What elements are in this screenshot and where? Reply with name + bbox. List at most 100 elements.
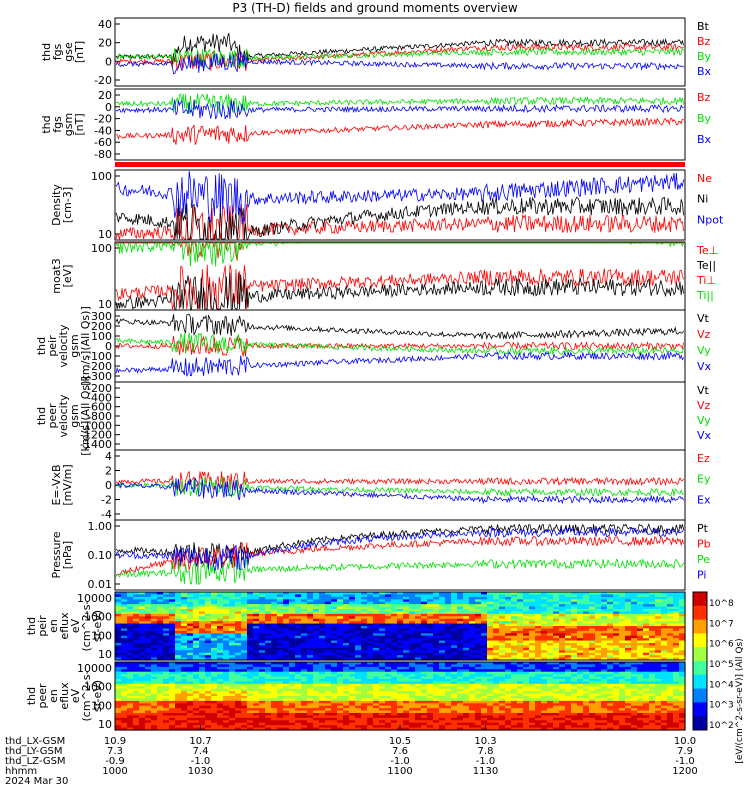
heatmap-cell <box>487 708 494 712</box>
heatmap-cell <box>283 640 290 644</box>
heatmap-cell <box>259 713 266 717</box>
heatmap-cell <box>343 700 350 704</box>
heatmap-cell <box>337 604 344 608</box>
y-axis-label: eV <box>69 618 82 633</box>
heatmap-cell <box>319 604 326 608</box>
heatmap-cell <box>127 606 134 610</box>
heatmap-cell <box>547 717 554 721</box>
heatmap-cell <box>277 618 284 622</box>
heatmap-cell <box>655 611 662 615</box>
heatmap-cell <box>637 633 644 637</box>
heatmap-cell <box>229 676 236 680</box>
heatmap-cell <box>145 655 152 659</box>
heatmap-cell <box>259 700 266 704</box>
heatmap-cell <box>559 604 566 608</box>
heatmap-cell <box>223 594 230 598</box>
heatmap-cell <box>457 688 464 692</box>
heatmap-cell <box>151 621 158 625</box>
heatmap-cell <box>349 700 356 704</box>
heatmap-cell <box>511 705 518 709</box>
heatmap-cell <box>565 674 572 678</box>
heatmap-cell <box>169 727 176 731</box>
y-axis-label: eflux <box>58 612 71 640</box>
heatmap-cell <box>289 715 296 719</box>
heatmap-cell <box>265 640 272 644</box>
heatmap-cell <box>385 601 392 605</box>
heatmap-cell <box>235 696 242 700</box>
heatmap-cell <box>517 708 524 712</box>
heatmap-cell <box>439 630 446 634</box>
heatmap-cell <box>349 643 356 647</box>
heatmap-cell <box>499 623 506 627</box>
heatmap-cell <box>409 652 416 656</box>
heatmap-cell <box>115 710 122 714</box>
heatmap-cell <box>589 645 596 649</box>
heatmap-cell <box>283 669 290 673</box>
heatmap-cell <box>559 725 566 729</box>
heatmap-cell <box>211 628 218 632</box>
heatmap-cell <box>439 671 446 675</box>
heatmap-cell <box>169 725 176 729</box>
heatmap-cell <box>553 609 560 613</box>
heatmap-cell <box>553 640 560 644</box>
heatmap-cell <box>199 650 206 654</box>
heatmap-cell <box>181 683 188 687</box>
heatmap-cell <box>403 606 410 610</box>
heatmap-cell <box>115 686 122 690</box>
heatmap-cell <box>397 609 404 613</box>
heatmap-cell <box>439 693 446 697</box>
heatmap-cell <box>385 693 392 697</box>
heatmap-cell <box>133 703 140 707</box>
heatmap-cell <box>379 606 386 610</box>
heatmap-cell <box>517 601 524 605</box>
heatmap-cell <box>409 671 416 675</box>
heatmap-cell <box>331 609 338 613</box>
heatmap-cell <box>349 681 356 685</box>
heatmap-cell <box>211 715 218 719</box>
heatmap-cell <box>397 647 404 651</box>
heatmap-cell <box>343 674 350 678</box>
heatmap-cell <box>223 725 230 729</box>
heatmap-cell <box>487 643 494 647</box>
heatmap-cell <box>259 633 266 637</box>
heatmap-cell <box>559 601 566 605</box>
heatmap-cell <box>391 674 398 678</box>
heatmap-cell <box>445 715 452 719</box>
heatmap-cell <box>385 725 392 729</box>
heatmap-cell <box>169 679 176 683</box>
heatmap-cell <box>451 638 458 642</box>
heatmap-cell <box>205 696 212 700</box>
heatmap-cell <box>553 664 560 668</box>
heatmap-cell <box>169 720 176 724</box>
heatmap-cell <box>409 669 416 673</box>
heatmap-cell <box>529 655 536 659</box>
heatmap-cell <box>181 703 188 707</box>
heatmap-cell <box>163 635 170 639</box>
heatmap-cell <box>475 621 482 625</box>
heatmap-cell <box>115 715 122 719</box>
heatmap-cell <box>403 700 410 704</box>
heatmap-cell <box>217 691 224 695</box>
heatmap-cell <box>511 703 518 707</box>
heatmap-cell <box>151 717 158 721</box>
heatmap-cell <box>193 688 200 692</box>
legend-entry: Bz <box>697 91 711 104</box>
heatmap-cell <box>331 681 338 685</box>
heatmap-cell <box>589 618 596 622</box>
heatmap-cell <box>157 720 164 724</box>
heatmap-cell <box>655 594 662 598</box>
heatmap-cell <box>307 594 314 598</box>
heatmap-cell <box>655 628 662 632</box>
heatmap-cell <box>529 708 536 712</box>
heatmap-cell <box>253 611 260 615</box>
heatmap-cell <box>139 669 146 673</box>
heatmap-cell <box>247 674 254 678</box>
heatmap-cell <box>301 592 308 596</box>
heatmap-cell <box>307 626 314 630</box>
heatmap-cell <box>187 606 194 610</box>
heatmap-cell <box>313 669 320 673</box>
heatmap-cell <box>319 688 326 692</box>
heatmap-cell <box>463 669 470 673</box>
heatmap-cell <box>529 633 536 637</box>
heatmap-cell <box>487 715 494 719</box>
